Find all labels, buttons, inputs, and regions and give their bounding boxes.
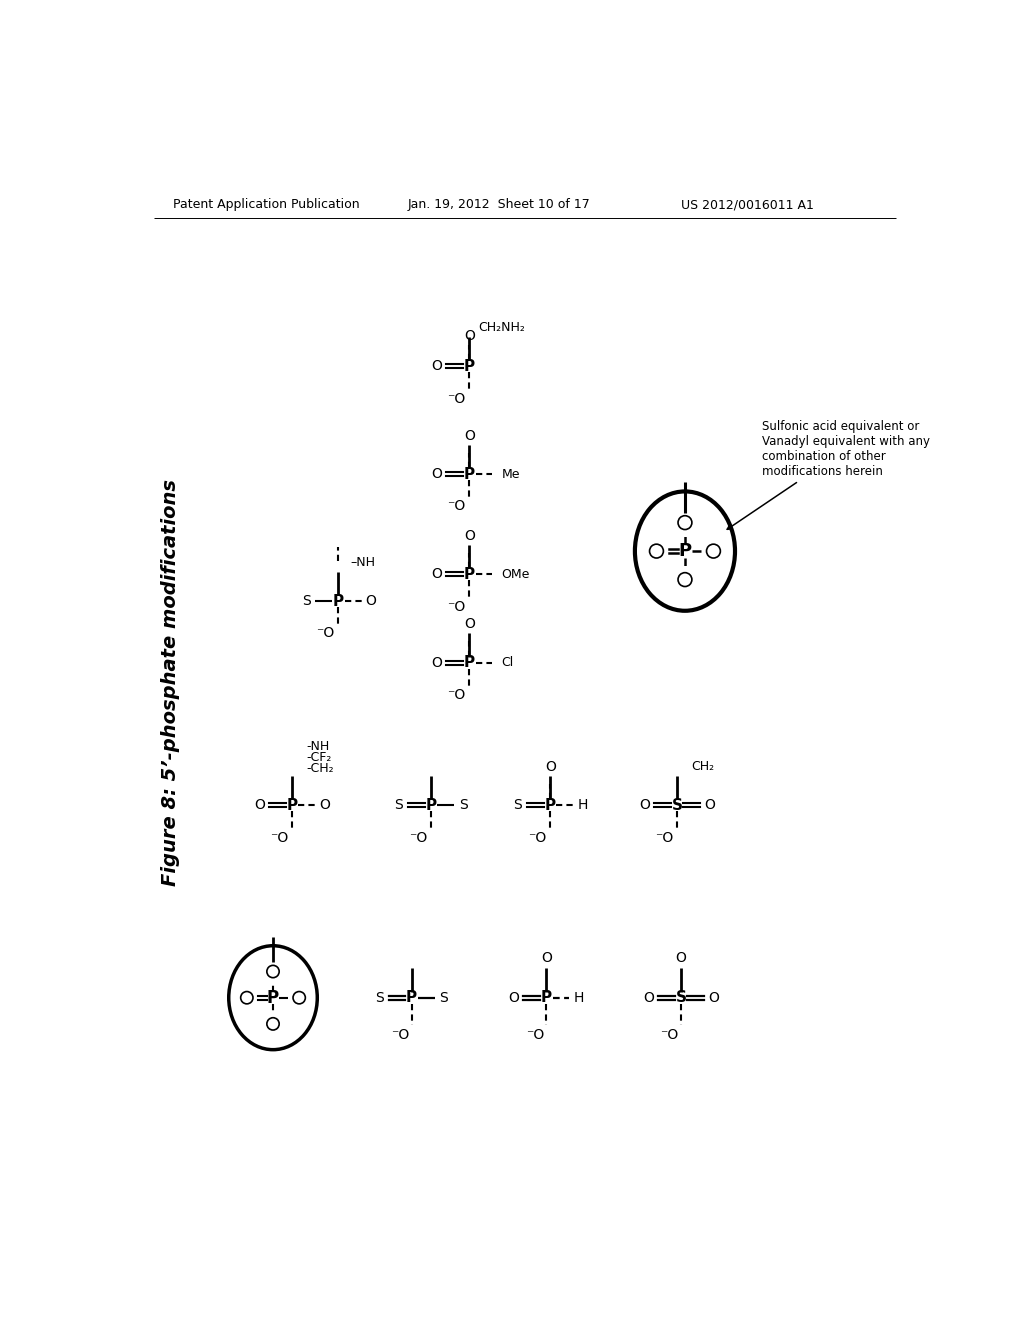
Text: S: S <box>439 991 449 1005</box>
Text: O: O <box>676 950 686 965</box>
Text: P: P <box>287 797 298 813</box>
Text: Cl: Cl <box>502 656 514 669</box>
Text: ⁻O: ⁻O <box>447 392 466 405</box>
Text: O: O <box>319 799 330 812</box>
Text: S: S <box>672 797 683 813</box>
Text: O: O <box>431 467 442 480</box>
Text: O: O <box>464 529 475 543</box>
Text: H: H <box>578 799 588 812</box>
Text: O: O <box>464 329 475 342</box>
Text: S: S <box>513 799 522 812</box>
Text: O: O <box>366 594 376 609</box>
Text: -CH₂: -CH₂ <box>306 762 334 775</box>
Text: S: S <box>394 799 402 812</box>
Text: O: O <box>255 799 265 812</box>
Text: O: O <box>705 799 715 812</box>
Text: Figure 8: 5’-phosphate modifications: Figure 8: 5’-phosphate modifications <box>161 479 180 886</box>
Text: P: P <box>333 594 344 609</box>
Text: O: O <box>509 991 519 1005</box>
Text: CH₂: CH₂ <box>691 760 715 774</box>
Text: Jan. 19, 2012  Sheet 10 of 17: Jan. 19, 2012 Sheet 10 of 17 <box>408 198 591 211</box>
Text: ⁻O: ⁻O <box>447 499 466 513</box>
Text: P: P <box>464 466 475 482</box>
Text: O: O <box>643 991 654 1005</box>
Text: ⁻O: ⁻O <box>447 688 466 702</box>
Text: S: S <box>302 594 310 609</box>
Text: US 2012/0016011 A1: US 2012/0016011 A1 <box>681 198 814 211</box>
Text: ⁻O: ⁻O <box>316 627 335 640</box>
Text: P: P <box>464 359 475 374</box>
Text: Sulfonic acid equivalent or
Vanadyl equivalent with any
combination of other
mod: Sulfonic acid equivalent or Vanadyl equi… <box>727 420 930 529</box>
Text: P: P <box>425 797 436 813</box>
Text: P: P <box>464 566 475 582</box>
Text: ⁻O: ⁻O <box>391 1028 410 1041</box>
Text: O: O <box>541 950 552 965</box>
Text: Me: Me <box>502 467 520 480</box>
Text: P: P <box>541 990 552 1006</box>
Text: P: P <box>464 655 475 671</box>
Text: -CF₂: -CF₂ <box>306 751 332 764</box>
Text: ⁻O: ⁻O <box>528 830 547 845</box>
Text: O: O <box>639 799 650 812</box>
Text: O: O <box>464 618 475 631</box>
Text: ⁻O: ⁻O <box>447 599 466 614</box>
Text: O: O <box>545 760 556 774</box>
Text: P: P <box>407 990 417 1006</box>
Text: Patent Application Publication: Patent Application Publication <box>173 198 359 211</box>
Text: S: S <box>676 990 687 1006</box>
Text: O: O <box>431 656 442 669</box>
Text: P: P <box>678 543 691 560</box>
Text: CH₂NH₂: CH₂NH₂ <box>478 321 525 334</box>
Text: O: O <box>431 568 442 581</box>
Text: ⁻O: ⁻O <box>525 1028 544 1041</box>
Text: ⁻O: ⁻O <box>660 1028 679 1041</box>
Text: O: O <box>464 429 475 442</box>
Text: P: P <box>267 989 280 1007</box>
Text: –NH: –NH <box>350 556 375 569</box>
Text: P: P <box>545 797 556 813</box>
Text: O: O <box>708 991 719 1005</box>
Text: ⁻O: ⁻O <box>655 830 674 845</box>
Text: S: S <box>459 799 468 812</box>
Text: ⁻O: ⁻O <box>409 830 427 845</box>
Text: O: O <box>431 359 442 374</box>
Text: ⁻O: ⁻O <box>270 830 289 845</box>
Text: S: S <box>375 991 384 1005</box>
Text: -NH: -NH <box>306 741 330 754</box>
Text: OMe: OMe <box>502 568 530 581</box>
Text: H: H <box>573 991 584 1005</box>
